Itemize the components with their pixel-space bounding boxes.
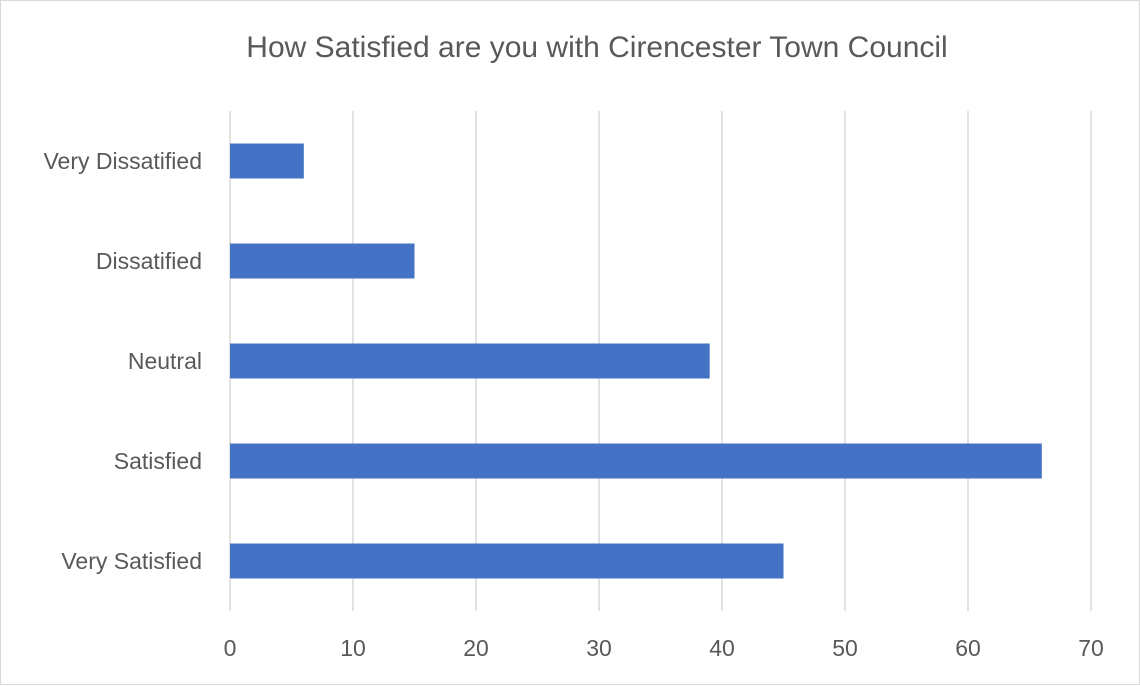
x-tick-label: 70 — [1078, 635, 1104, 661]
category-labels: Very Dissatified Dissatified Neutral Satisf… — [43, 148, 202, 574]
bar-satisfied — [230, 443, 1042, 479]
x-tick-label: 40 — [709, 635, 735, 661]
x-axis-tick-labels: 0 10 20 30 40 50 60 70 — [224, 635, 1104, 661]
bar-very-dissatified — [230, 143, 304, 179]
category-label: Dissatified — [96, 248, 202, 274]
x-tick-label: 30 — [586, 635, 612, 661]
category-label: Very Dissatified — [43, 148, 202, 174]
x-tick-label: 50 — [832, 635, 858, 661]
category-label: Very Satisfied — [61, 548, 202, 574]
chart-title: How Satisfied are you with Cirencester T… — [246, 31, 947, 64]
bars — [230, 143, 1042, 579]
bar-dissatified — [230, 243, 415, 279]
category-label: Satisfied — [114, 448, 202, 474]
x-tick-label: 60 — [955, 635, 981, 661]
x-tick-label: 10 — [340, 635, 366, 661]
category-label: Neutral — [128, 348, 202, 374]
bar-very-satisfied — [230, 543, 784, 579]
x-tick-label: 0 — [224, 635, 237, 661]
bar-neutral — [230, 343, 710, 379]
x-tick-label: 20 — [463, 635, 489, 661]
